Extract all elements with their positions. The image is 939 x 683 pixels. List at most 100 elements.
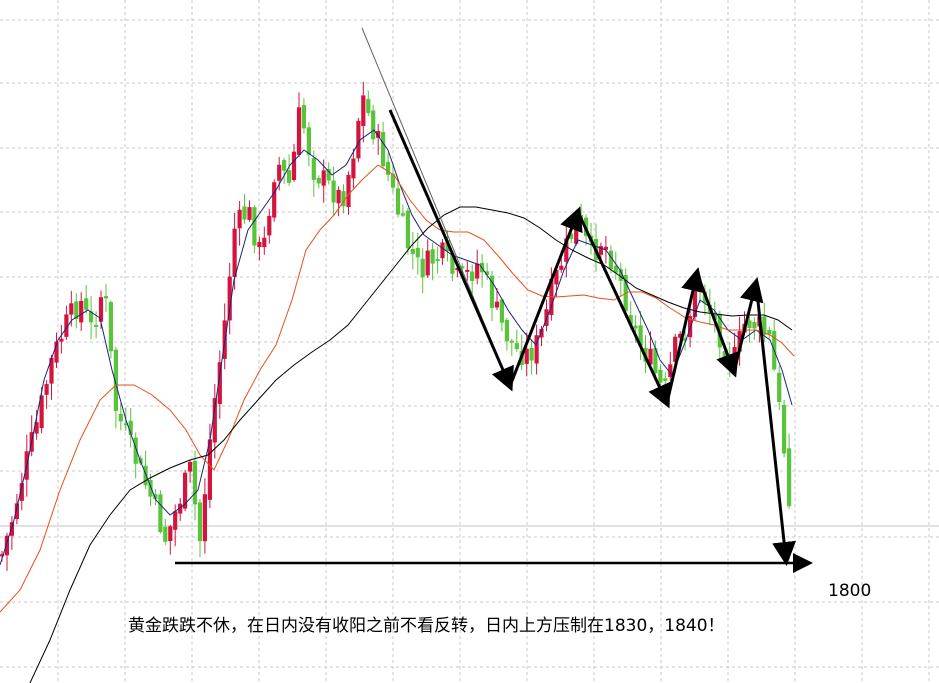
candle-body-86 [425,250,430,276]
candle-body-81 [400,213,405,216]
trend-arrow-3 [576,211,671,409]
candle-body-157 [777,372,782,402]
moving-averages [0,129,795,683]
trend-annotations [175,27,813,573]
candle-body-103 [509,340,514,343]
candle-body-1 [4,535,10,556]
candle-body-107 [529,347,534,361]
candle-body-38 [188,462,193,472]
candle-body-133 [658,369,663,383]
trend-arrow-6 [732,277,764,373]
candle-body-40 [197,502,203,542]
candle-body-106 [524,348,529,364]
candle-body-23 [113,349,119,412]
candle-body-139 [688,316,693,338]
candle-body-101 [499,299,504,323]
candle-body-53 [262,237,267,248]
candle-body-70 [346,175,351,207]
candle-body-14 [69,303,74,315]
candle-body-83 [410,249,415,254]
candle-body-58 [287,170,292,183]
candle-body-48 [237,209,242,229]
candle-body-122 [603,246,608,250]
candle-body-68 [336,190,341,204]
trend-arrow-1 [388,109,514,392]
candle-body-34 [168,526,173,542]
candle-body-121 [598,246,603,255]
candle-body-21 [103,296,109,299]
candle-body-124 [613,265,618,273]
candle-body-123 [608,250,613,269]
candle-body-155 [767,330,772,335]
candle-body-24 [118,413,123,422]
candle-body-82 [405,210,410,249]
candle-body-152 [752,322,757,329]
candle-body-64 [316,178,321,184]
candle-body-50 [247,207,252,220]
candle-body-51 [252,207,257,246]
candle-body-96 [475,263,480,279]
candle-body-33 [163,526,168,542]
candle-body-30 [148,479,153,497]
trend-arrow-5 [695,272,739,378]
candle-body-100 [494,301,500,308]
candle-body-74 [366,99,371,114]
candle-body-151 [747,320,752,328]
candle-body-66 [326,169,331,181]
candle-body-85 [420,258,425,278]
ma-medium-line [0,164,795,613]
candle-body-99 [489,275,495,308]
ma-long-line [29,206,793,683]
candle-body-39 [192,460,198,505]
candle-body-11 [54,341,59,363]
candle-body-89 [440,242,445,259]
candle-body-42 [207,439,213,500]
candle-body-61 [301,105,306,129]
candle-body-3 [14,503,20,519]
candle-body-9 [44,384,49,395]
candle-body-47 [232,228,237,277]
candle-body-12 [59,338,64,342]
candle-body-109 [539,329,544,338]
price-level-label: 1800 [828,581,872,601]
trend-arrow-4 [665,267,705,404]
candle-body-63 [311,158,316,180]
candle-body-22 [108,302,114,352]
candles [0,81,792,571]
candle-body-16 [79,300,84,323]
candle-body-78 [386,161,391,175]
candle-body-59 [291,151,297,180]
candle-body-52 [257,242,262,248]
candle-body-75 [371,110,376,140]
candle-body-104 [514,343,519,350]
candle-body-79 [390,174,396,188]
candle-body-159 [787,448,792,507]
candle-body-55 [272,182,277,218]
candle-body-15 [74,301,79,319]
candle-body-88 [435,259,440,262]
candle-body-54 [267,215,272,236]
candle-body-154 [762,316,767,335]
candle-body-73 [361,95,366,127]
candle-body-65 [321,170,326,186]
candle-body-35 [173,511,178,530]
candle-body-29 [143,465,148,486]
candle-body-67 [331,180,336,203]
candle-body-7 [34,422,39,434]
candle-body-32 [158,494,163,533]
candle-body-95 [470,271,475,282]
candle-body-77 [381,132,386,167]
trend-arrow-2 [508,206,583,387]
candle-body-128 [633,325,638,329]
candle-body-37 [183,472,188,509]
candle-body-57 [282,160,287,171]
candle-body-80 [395,188,401,215]
candle-body-131 [648,348,653,365]
candle-body-60 [296,107,302,155]
candle-body-148 [732,347,737,358]
candle-body-27 [133,437,138,464]
candle-body-108 [534,335,539,364]
